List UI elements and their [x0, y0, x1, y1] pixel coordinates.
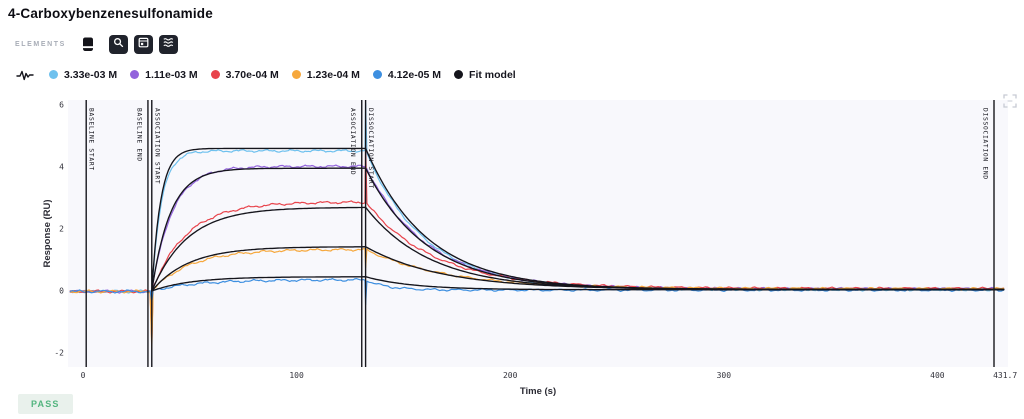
y-tick-label: 4: [59, 163, 64, 172]
calendar-icon: [136, 35, 151, 53]
y-tick-label: 2: [59, 225, 64, 234]
legend-dot: [291, 70, 301, 79]
zoom-button[interactable]: [108, 34, 128, 54]
plot-area[interactable]: [68, 100, 1008, 367]
legend-item-fit-model[interactable]: Fit model: [454, 69, 516, 81]
legend-label: 3.33e-03 M: [64, 68, 118, 81]
legend-dot: [210, 70, 220, 79]
x-tick-label: 0: [81, 371, 86, 380]
legend-item-0[interactable]: 3.33e-03 M: [49, 69, 117, 81]
kinetics-chart-area: BASELINE START BASELINE END ASSOCIATION ST…: [40, 95, 1024, 405]
status-badge: PASS: [18, 394, 73, 414]
x-tick-label: 400: [930, 371, 945, 380]
event-label-dissociation-start: DISSOCIATION START: [367, 108, 374, 189]
legend-dot: [454, 70, 464, 79]
notebook-icon[interactable]: [80, 36, 96, 53]
y-tick-label: 6: [59, 101, 64, 110]
y-axis-title: Response (RU): [42, 199, 53, 267]
y-tick-label: 0: [59, 287, 64, 296]
fullscreen-expand-button[interactable]: [1002, 93, 1018, 111]
toolbar-section-label: ELEMENTS: [15, 40, 66, 48]
x-tick-label: 200: [503, 371, 518, 380]
event-label-association-end: ASSOCIATION END: [349, 108, 356, 175]
x-tick-label: 100: [289, 371, 304, 380]
calendar-button[interactable]: [133, 34, 153, 54]
event-label-dissociation-end: DISSOCIATION END: [982, 108, 989, 180]
toolbar: ELEMENTS: [15, 34, 178, 54]
zoom-icon: [111, 35, 126, 53]
legend-label: 1.23e-04 M: [306, 68, 360, 81]
legend-label: 4.12e-05 M: [387, 68, 442, 81]
fit-curve-4.12e-05M: [151, 276, 1005, 292]
legend-label: 3.70e-04 M: [225, 68, 279, 81]
legend-item-3[interactable]: 1.23e-04 M: [291, 68, 360, 81]
legend-dot: [372, 70, 382, 79]
event-label-association-start: ASSOCIATION START: [153, 108, 160, 184]
event-label-baseline-end: BASELINE END: [135, 108, 142, 162]
expand-icon: [1003, 93, 1017, 111]
waveform-icon: [16, 67, 34, 83]
x-axis-end-label: 431.7: [993, 371, 1017, 380]
filter-lines-icon: [161, 35, 176, 53]
event-label-baseline-start: BASELINE START: [88, 108, 95, 171]
legend-label: 1.11e-03 M: [145, 68, 198, 81]
x-axis-title: Time (s): [520, 386, 556, 397]
kinetics-chart: BASELINE START BASELINE END ASSOCIATION ST…: [42, 100, 1017, 397]
legend-item-4[interactable]: 4.12e-05 M: [372, 68, 442, 81]
legend-dot: [130, 70, 140, 79]
legend-item-1[interactable]: 1.11e-03 M: [130, 69, 198, 81]
chart-legend: 3.33e-03 M 1.11e-03 M 3.70e-04 M 1.23e-04 M…: [16, 66, 516, 83]
filter-lines-button[interactable]: [158, 34, 178, 54]
y-tick-label: -2: [54, 349, 64, 358]
legend-label: Fit model: [469, 68, 516, 81]
page-title: 4-Carboxybenzenesulfonamide: [8, 6, 213, 21]
legend-dot: [49, 70, 58, 79]
legend-item-2[interactable]: 3.70e-04 M: [210, 68, 279, 81]
x-tick-label: 300: [717, 371, 732, 380]
